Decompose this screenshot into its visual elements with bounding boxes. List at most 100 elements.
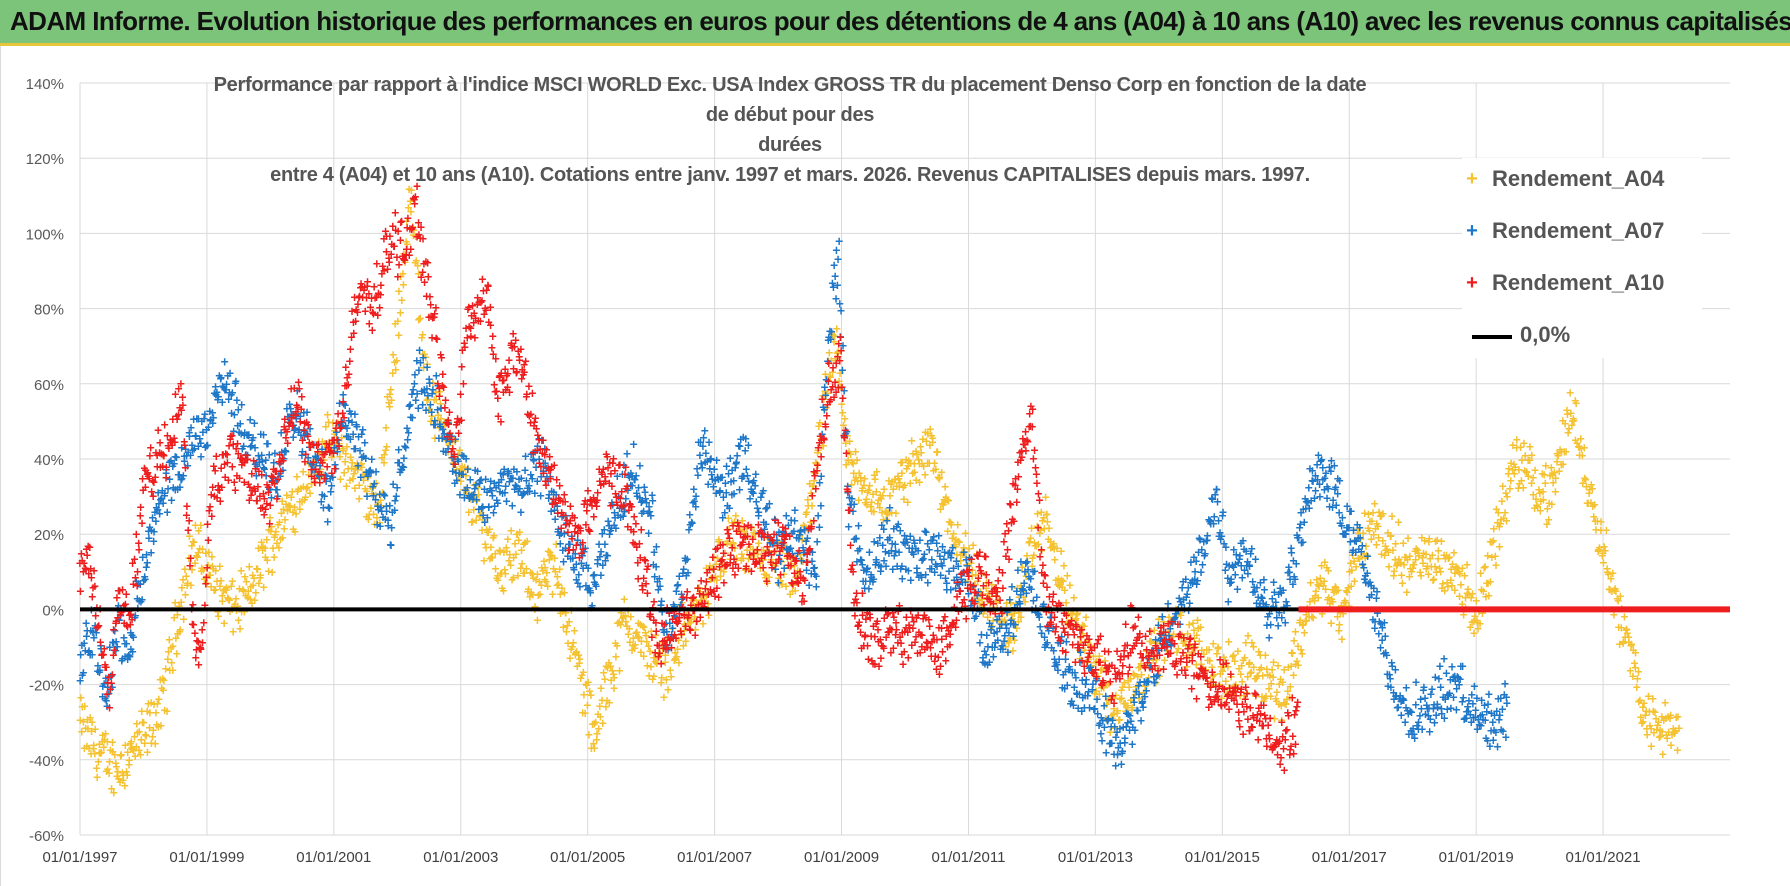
data-point: + (284, 504, 292, 519)
data-point: + (286, 500, 294, 515)
data-point: + (142, 729, 150, 744)
data-point: + (933, 445, 941, 460)
data-point: + (237, 564, 245, 579)
data-point: + (89, 742, 97, 757)
data-point: + (1635, 665, 1643, 680)
data-point: + (94, 755, 102, 770)
data-point: + (246, 593, 254, 608)
data-point: + (252, 586, 260, 601)
data-point: + (203, 561, 211, 576)
data-point: + (508, 499, 516, 514)
data-point: + (744, 439, 752, 454)
data-point: + (141, 728, 149, 743)
data-point: + (103, 765, 111, 780)
data-point: + (102, 727, 110, 742)
data-point: + (79, 715, 87, 730)
data-point: + (173, 647, 181, 662)
data-point: + (388, 394, 396, 409)
data-point: + (855, 519, 863, 534)
x-axis: 01/01/1997 01/01/1999 01/01/2001 01/01/2003… (42, 849, 1640, 866)
data-point: + (837, 344, 845, 359)
data-point: + (135, 744, 143, 759)
data-point: + (268, 520, 276, 535)
data-point: + (1503, 697, 1511, 712)
y-tick-label: 100% (26, 226, 64, 243)
data-point: + (289, 522, 297, 537)
data-point: + (231, 597, 239, 612)
data-point: + (834, 253, 842, 268)
data-point: + (1031, 443, 1039, 458)
data-point: + (1137, 714, 1145, 729)
data-point: + (208, 550, 216, 565)
data-point: + (191, 556, 199, 571)
data-point: + (335, 439, 343, 454)
data-point: + (812, 482, 820, 497)
data-point: + (1338, 633, 1346, 648)
data-point: + (1496, 540, 1504, 555)
data-point: + (522, 354, 530, 369)
data-point: + (656, 580, 664, 595)
data-point: + (1292, 557, 1300, 572)
data-point: + (705, 435, 713, 450)
data-point: + (210, 583, 218, 598)
data-point: + (1013, 496, 1021, 511)
data-point: + (249, 569, 257, 584)
data-point: + (235, 614, 243, 629)
x-tick-label: 01/01/2009 (804, 849, 879, 866)
data-point: + (1402, 681, 1410, 696)
data-point: + (164, 652, 172, 667)
data-point: + (224, 591, 232, 606)
data-point: + (1057, 544, 1065, 559)
data-point: + (647, 509, 655, 524)
data-point: + (720, 576, 728, 591)
data-point: + (230, 599, 238, 614)
data-point: + (265, 523, 273, 538)
x-tick-label: 01/01/2019 (1439, 849, 1514, 866)
data-point: + (1562, 445, 1570, 460)
data-point: + (962, 612, 970, 627)
data-point: + (163, 704, 171, 719)
data-point: + (93, 771, 101, 786)
data-point: + (451, 458, 459, 473)
data-point: + (203, 577, 211, 592)
data-point: + (274, 518, 282, 533)
y-tick-label: 120% (26, 151, 64, 168)
data-point: + (382, 421, 390, 436)
data-point: + (766, 497, 774, 512)
data-point: + (528, 386, 536, 401)
data-point: + (181, 588, 189, 603)
data-point: + (83, 713, 91, 728)
data-point: + (135, 725, 143, 740)
data-point: + (263, 553, 271, 568)
data-point: + (222, 584, 230, 599)
data-point: + (419, 232, 427, 247)
data-point: + (159, 672, 167, 687)
data-point: + (945, 494, 953, 509)
data-point: + (1222, 540, 1230, 555)
data-point: + (162, 460, 170, 475)
data-point: + (207, 580, 215, 595)
data-point: + (280, 503, 288, 518)
data-point: + (644, 559, 652, 574)
data-point: + (255, 541, 263, 556)
data-point: + (235, 582, 243, 597)
data-point: + (100, 642, 108, 657)
data-point: + (586, 524, 594, 539)
data-point: + (91, 747, 99, 762)
data-point: + (105, 767, 113, 782)
data-point: + (292, 507, 300, 522)
data-point: + (141, 736, 149, 751)
data-point: + (80, 666, 88, 681)
data-point: + (200, 573, 208, 588)
data-point: + (1070, 591, 1078, 606)
data-point: + (331, 462, 339, 477)
x-tick-label: 01/01/1999 (169, 849, 244, 866)
data-point: + (170, 611, 178, 626)
data-point: + (293, 470, 301, 485)
data-point: + (1334, 487, 1342, 502)
data-point: + (84, 722, 92, 737)
data-point: + (137, 748, 145, 763)
data-point: + (1281, 616, 1289, 631)
data-point: + (184, 577, 192, 592)
data-point: + (236, 622, 244, 637)
